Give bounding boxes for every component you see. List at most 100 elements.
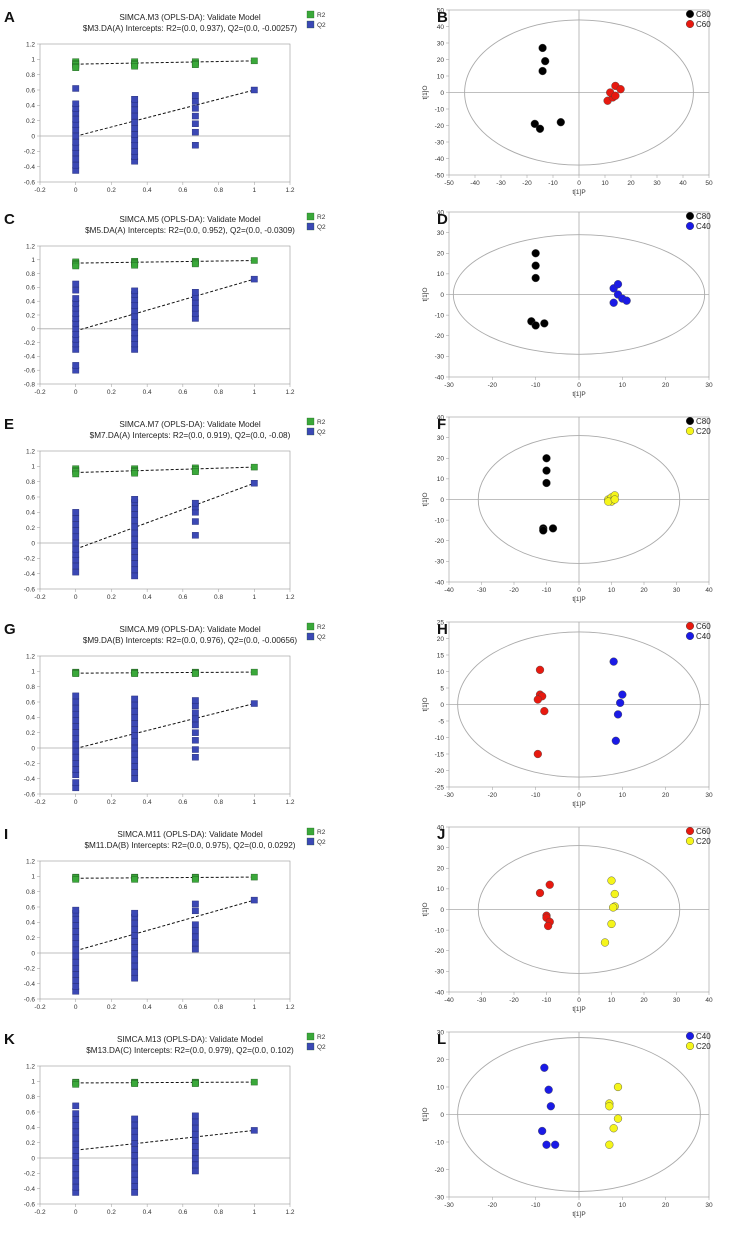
q2-point (72, 568, 80, 576)
x-tick-label: 0.8 (214, 389, 223, 396)
x-tick-label: 0.6 (178, 389, 187, 396)
r2-point (191, 876, 199, 883)
chart-title: SIMCA.M7 (OPLS-DA): Validate Model (119, 420, 261, 429)
q2-point (131, 572, 139, 580)
r2-point (131, 63, 139, 70)
y-tick-label: 40 (437, 209, 445, 216)
x-axis-label: t[1]P (572, 189, 585, 196)
y-tick-label: -25 (435, 784, 445, 791)
y-tick-label: 40 (437, 824, 445, 831)
x-tick-label: 10 (619, 382, 627, 389)
y-tick-label: 1.2 (26, 1063, 35, 1070)
q2-point (131, 1189, 139, 1196)
y-tick-label: 10 (437, 1084, 445, 1091)
data-point-c40 (542, 1140, 551, 1149)
legend-marker-c60 (686, 20, 695, 29)
r2-point (72, 1081, 80, 1088)
data-point-c40 (540, 1063, 549, 1072)
data-point-c40 (611, 736, 620, 745)
legend-label-q2: Q2 (317, 429, 326, 436)
q2-point (72, 1159, 80, 1166)
q2-point (72, 741, 80, 749)
q2-point (72, 906, 80, 914)
y-tick-label: 0.6 (26, 904, 35, 911)
q2-point (250, 896, 258, 904)
y-tick-label: -0.2 (24, 340, 36, 347)
q2-point (191, 1167, 199, 1175)
y-tick-label: 10 (437, 886, 445, 893)
data-point-c60 (533, 695, 542, 704)
y-tick-label: 10 (437, 669, 445, 676)
y-tick-label: 10 (437, 476, 445, 483)
data-point-c80 (531, 261, 540, 270)
y-tick-label: 20 (437, 57, 445, 64)
y-tick-label: -40 (435, 579, 445, 586)
r2-point (191, 468, 199, 475)
score-plot-panel-f: F -40 -30 -20 -10 0 10 20 30 40 -40 -30 -20 -10 0 10 20 3… (422, 414, 713, 603)
r2-point (72, 876, 80, 883)
legend-marker-c80 (686, 9, 695, 18)
y-tick-label: -10 (435, 927, 445, 934)
y-axis-label: t[1]O (422, 492, 429, 506)
legend-marker-c40 (686, 221, 695, 230)
y-tick-label: -40 (435, 374, 445, 381)
q2-point (131, 335, 139, 342)
q2-point (191, 927, 199, 934)
y-tick-label: 0.2 (26, 118, 35, 125)
panel-label: L (437, 1031, 446, 1048)
y-tick-label: -40 (435, 989, 445, 996)
y-tick-label: 0.8 (26, 889, 35, 896)
x-tick-label: -30 (496, 180, 506, 187)
x-tick-label: 30 (705, 1202, 713, 1209)
q2-point (131, 125, 139, 132)
q2-point (131, 112, 139, 120)
data-point-c80 (556, 118, 565, 127)
x-tick-label: 1.2 (285, 594, 294, 601)
y-tick-label: 0 (31, 745, 35, 752)
data-point-c80 (540, 319, 549, 328)
q2-point (72, 155, 80, 163)
x-tick-label: 10 (619, 792, 627, 799)
x-tick-label: -30 (444, 1202, 454, 1209)
x-tick-label: 0.4 (143, 799, 152, 806)
y-tick-label: -20 (435, 538, 445, 545)
y-tick-label: 30 (437, 435, 445, 442)
legend-label-r2: R2 (317, 419, 326, 426)
data-point-c80 (535, 124, 545, 133)
legend-marker-c40 (686, 632, 695, 641)
x-tick-label: 0.2 (107, 1209, 116, 1216)
q2-point (131, 318, 139, 326)
q2-point (131, 523, 139, 531)
q2-point (131, 975, 139, 982)
y-tick-label: 0.6 (26, 699, 35, 706)
q2-point (191, 141, 199, 149)
x-tick-label: 0.4 (143, 594, 152, 601)
q2-point (191, 1112, 199, 1120)
legend-label-q2: Q2 (317, 1044, 326, 1051)
q2-point (131, 302, 139, 309)
q2-point (72, 295, 80, 302)
legend-marker-c60 (686, 622, 695, 631)
q2-point (131, 554, 139, 561)
permutation-panel-g: G SIMCA.M9 (OPLS-DA): Validate Model $M9.D… (4, 621, 326, 806)
q2-point (191, 907, 199, 915)
q2-point (72, 144, 80, 151)
q2-point (131, 106, 139, 114)
q2-point (131, 542, 139, 549)
y-tick-label: 0 (440, 90, 444, 97)
x-tick-label: 1.2 (285, 1004, 294, 1011)
data-point-c80 (531, 273, 540, 283)
x-tick-label: 20 (627, 180, 635, 187)
panel-label: G (4, 621, 16, 638)
y-tick-label: -0.4 (24, 164, 36, 171)
q2-point (131, 1127, 139, 1135)
x-tick-label: 0 (74, 594, 78, 601)
q2-regression-line (75, 899, 255, 952)
y-tick-label: 0.2 (26, 730, 35, 737)
x-tick-label: -50 (444, 180, 454, 187)
y-tick-label: 0.2 (26, 525, 35, 532)
x-tick-label: -0.2 (34, 799, 46, 806)
q2-point (131, 769, 139, 776)
q2-point (131, 1152, 139, 1159)
q2-point (72, 1102, 80, 1110)
